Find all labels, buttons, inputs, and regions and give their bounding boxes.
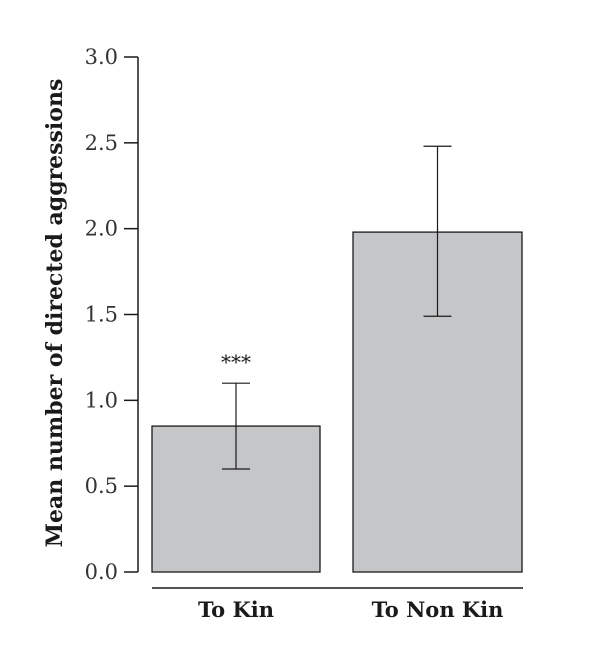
category-labels: To Kin To Non Kin: [198, 597, 503, 622]
y-tick-label: 0.5: [85, 474, 118, 498]
y-axis-title: Mean number of directed aggressions: [42, 79, 68, 548]
y-tick-label: 3.0: [85, 45, 118, 69]
y-tick-label: 0.0: [85, 560, 118, 584]
annotations: ***: [221, 350, 251, 374]
y-tick-label: 2.0: [85, 217, 118, 241]
y-tick-label: 1.0: [85, 388, 118, 412]
category-label: To Non Kin: [372, 597, 504, 622]
category-label: To Kin: [198, 597, 274, 622]
significance-annotation: ***: [221, 350, 251, 374]
error-bars: [222, 145, 452, 470]
y-tick-label: 1.5: [85, 303, 118, 327]
bars: [151, 231, 523, 573]
y-ticks: 0.0 0.5 1.0 1.5 2.0 2.5 3.0: [85, 45, 138, 584]
y-tick-label: 2.5: [85, 131, 118, 155]
